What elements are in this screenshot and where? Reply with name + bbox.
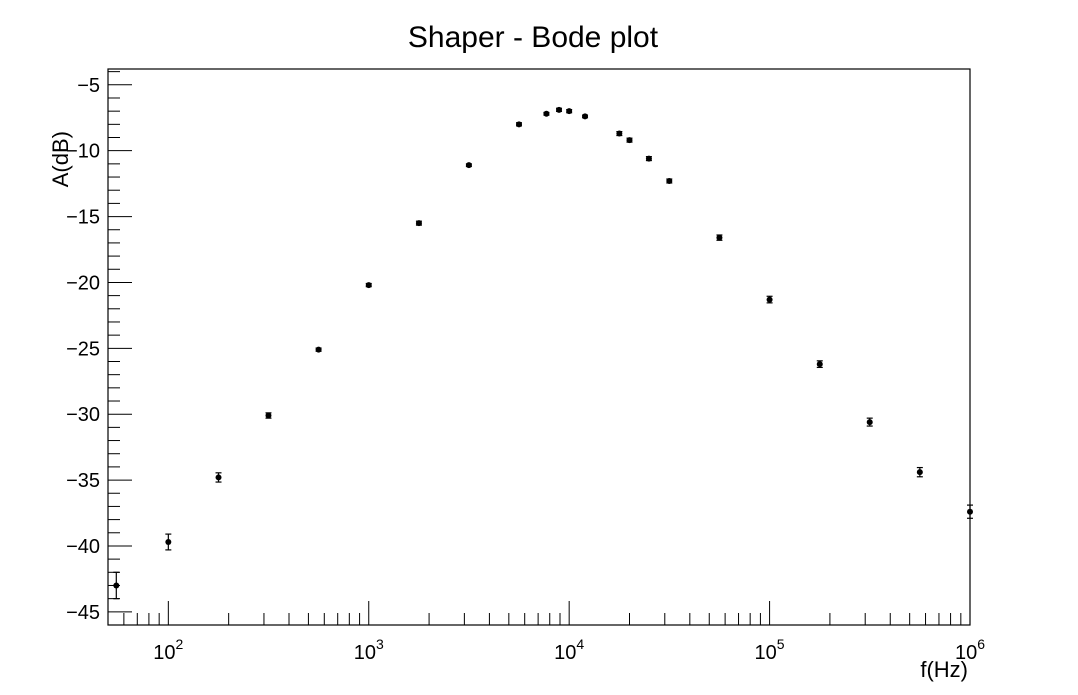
point-marker bbox=[265, 412, 272, 419]
data-point bbox=[716, 234, 723, 241]
data-point bbox=[616, 130, 623, 137]
chart-title: Shaper - Bode plot bbox=[408, 21, 659, 54]
point-marker bbox=[866, 419, 873, 426]
data-point bbox=[516, 121, 523, 128]
point-marker bbox=[215, 474, 222, 481]
x-tick-label: 105 bbox=[755, 636, 785, 664]
data-point bbox=[916, 466, 923, 478]
point-marker bbox=[315, 346, 322, 353]
point-marker bbox=[165, 538, 172, 545]
x-tick-label: 104 bbox=[554, 636, 584, 664]
point-marker bbox=[566, 108, 573, 115]
data-point bbox=[556, 106, 563, 113]
data-points bbox=[113, 106, 973, 600]
y-tick-label: −20 bbox=[66, 272, 100, 294]
data-point bbox=[766, 295, 773, 304]
data-point bbox=[816, 360, 823, 369]
y-tick-label: −35 bbox=[66, 470, 100, 492]
x-tick-label: 106 bbox=[955, 636, 985, 664]
data-point bbox=[265, 412, 272, 419]
x-tick-label: 103 bbox=[354, 636, 384, 664]
data-point bbox=[543, 110, 550, 117]
point-marker bbox=[415, 220, 422, 227]
y-tick-label: −30 bbox=[66, 404, 100, 426]
data-point bbox=[582, 113, 589, 120]
data-point bbox=[215, 472, 222, 483]
point-marker bbox=[666, 177, 673, 184]
plot-frame bbox=[107, 68, 971, 626]
data-point bbox=[465, 162, 472, 169]
point-marker bbox=[616, 130, 623, 137]
data-point bbox=[113, 571, 120, 600]
y-tick-label: −10 bbox=[66, 141, 100, 163]
point-marker bbox=[967, 508, 973, 515]
point-marker bbox=[766, 296, 773, 303]
x-axis-ticks: 102 103 104 105 106 bbox=[107, 601, 985, 664]
point-marker bbox=[543, 110, 550, 117]
data-point bbox=[566, 108, 573, 115]
data-point bbox=[645, 155, 652, 162]
data-point bbox=[365, 282, 372, 289]
y-tick-label: −25 bbox=[66, 338, 100, 360]
data-point bbox=[415, 220, 422, 227]
point-marker bbox=[465, 162, 472, 169]
point-marker bbox=[556, 106, 563, 113]
point-marker bbox=[916, 469, 923, 476]
data-point bbox=[165, 533, 172, 551]
data-point bbox=[967, 504, 973, 519]
point-marker bbox=[582, 113, 589, 120]
point-marker bbox=[516, 121, 523, 128]
data-point bbox=[866, 417, 873, 427]
point-marker bbox=[365, 282, 372, 289]
point-marker bbox=[816, 361, 823, 368]
x-axis-label: f(Hz) bbox=[920, 657, 968, 682]
y-tick-label: −5 bbox=[77, 75, 100, 97]
point-marker bbox=[626, 137, 633, 144]
data-point bbox=[626, 137, 633, 144]
point-marker bbox=[716, 234, 723, 241]
point-marker bbox=[645, 155, 652, 162]
x-tick-label: 102 bbox=[153, 636, 183, 664]
y-axis-label: A(dB) bbox=[48, 131, 73, 187]
y-axis-ticks: −5 −10 −15 −20 −25 −30 −35 −40 −45 bbox=[66, 71, 132, 626]
data-point bbox=[315, 346, 322, 353]
point-marker bbox=[113, 582, 120, 589]
y-tick-label: −45 bbox=[66, 602, 100, 624]
data-point bbox=[666, 177, 673, 184]
y-tick-label: −40 bbox=[66, 536, 100, 558]
y-tick-label: −15 bbox=[66, 207, 100, 229]
